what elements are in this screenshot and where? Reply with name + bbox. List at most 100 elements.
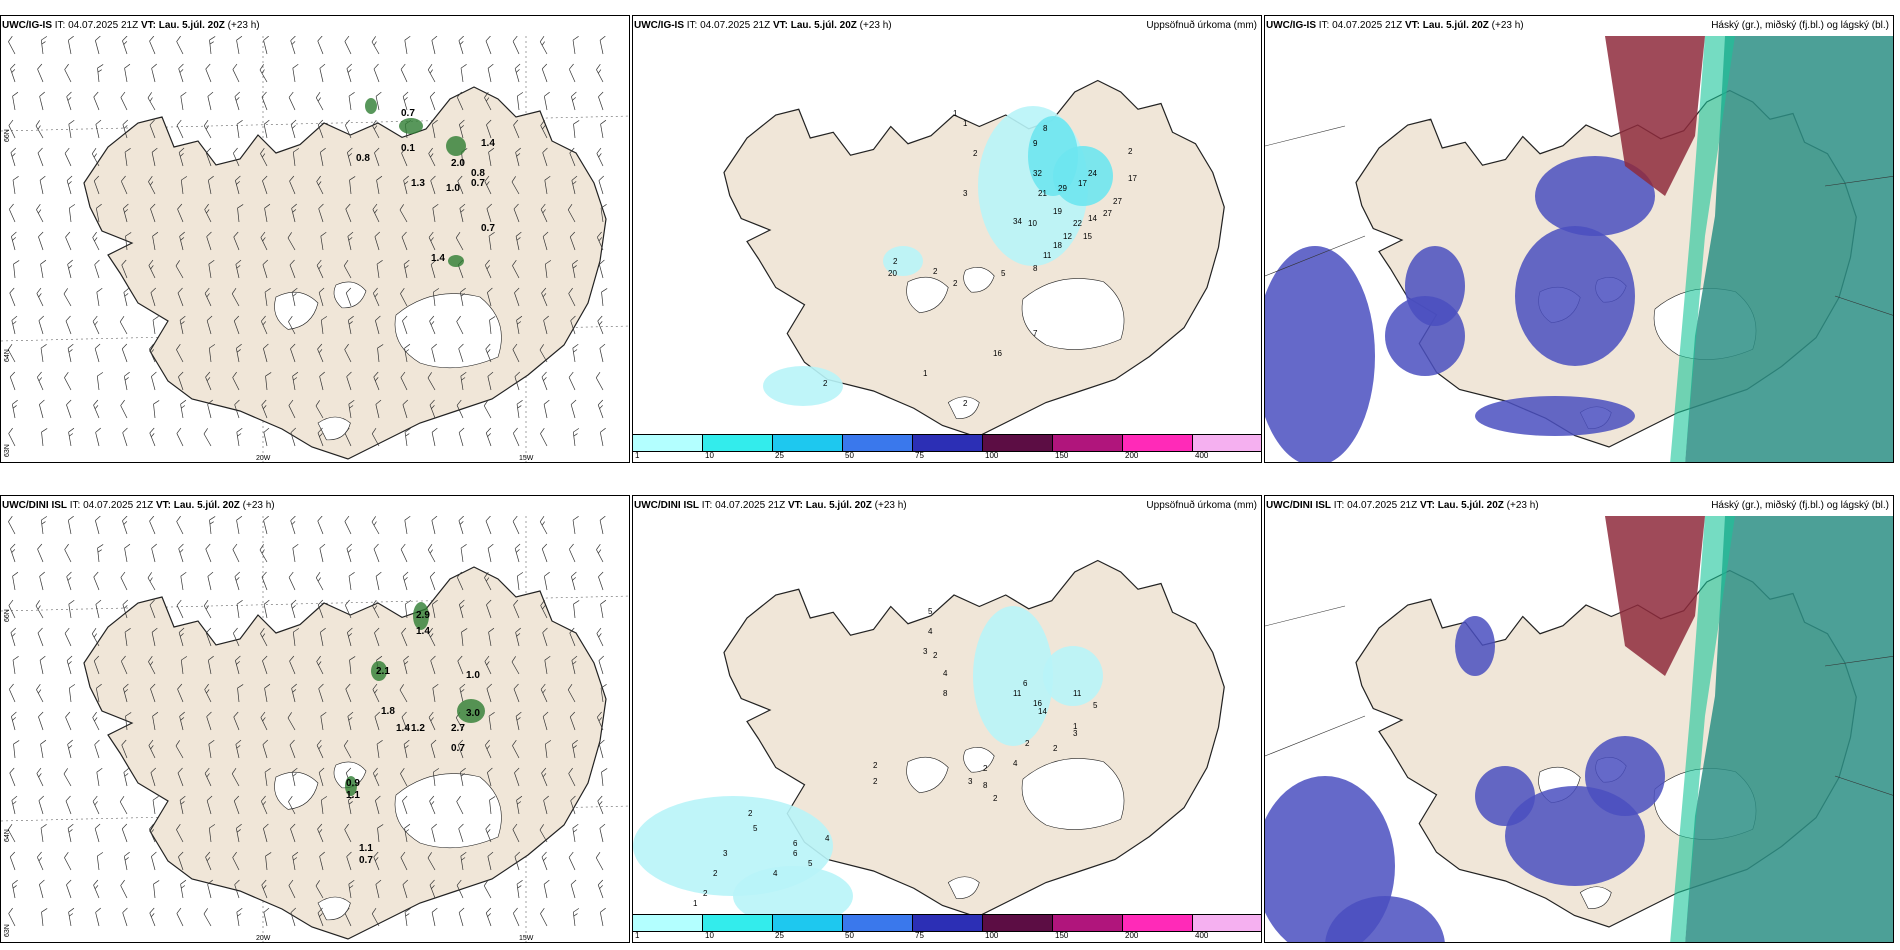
wind-barb — [122, 599, 129, 619]
wind-barb — [264, 203, 271, 223]
boundary-line — [1824, 175, 1893, 187]
wind-barb — [263, 907, 270, 927]
wind-barb — [40, 516, 48, 535]
wind-barb — [456, 315, 464, 335]
wind-barb — [176, 907, 184, 927]
wind-barb — [236, 36, 243, 55]
wind-barb — [203, 600, 212, 619]
wind-barb — [459, 599, 465, 619]
wind-barb — [63, 768, 72, 787]
value-label: 24 — [1088, 169, 1097, 178]
value-label: 2 — [1025, 739, 1030, 748]
wind-barb — [38, 711, 44, 731]
value-label: 18 — [1053, 241, 1062, 250]
wind-barb — [488, 627, 495, 647]
panel-cloud-dini: UWC/DINI ISL IT: 04.07.2025 21Z VT: Lau.… — [1264, 495, 1894, 943]
wind-barb — [317, 427, 324, 447]
wind-barb — [122, 427, 128, 447]
wind-barb — [68, 907, 75, 927]
value-label: 2 — [1053, 744, 1058, 753]
wind-barb — [13, 740, 20, 759]
wind-barb — [93, 571, 100, 591]
wind-barb — [36, 851, 44, 871]
wind-barb — [12, 656, 19, 675]
wind-barb — [572, 516, 579, 535]
wind-barb — [512, 343, 520, 363]
panel-header: UWC/DINI ISL IT: 04.07.2025 21Z VT: Lau.… — [634, 500, 1257, 511]
wind-barb — [347, 627, 353, 647]
wind-barb — [597, 399, 604, 419]
wind-barb — [567, 684, 576, 703]
wind-barb — [459, 683, 466, 703]
wind-barb — [484, 259, 492, 279]
wind-barb — [319, 851, 325, 871]
wind-barb — [234, 91, 241, 111]
value-label: 2 — [873, 777, 878, 786]
wind-barb — [317, 36, 324, 55]
wind-barb — [596, 711, 604, 731]
wind-barb — [430, 739, 437, 759]
wind-barb — [572, 36, 579, 55]
value-label: 20 — [888, 269, 897, 278]
wind-barb — [121, 739, 128, 759]
value-label: 1.4 — [481, 138, 495, 149]
wind-barb — [513, 683, 520, 703]
wind-barb — [427, 64, 436, 83]
wind-barb — [599, 907, 606, 927]
wind-barb — [147, 572, 156, 591]
wind-barb — [455, 232, 464, 251]
wind-barb — [68, 119, 75, 139]
wind-barb — [599, 739, 605, 759]
wind-barb — [38, 315, 45, 335]
wind-barb — [541, 767, 548, 787]
glacier — [1579, 886, 1612, 909]
wind-barb — [67, 36, 74, 55]
wind-barb — [288, 91, 296, 111]
colorbar-tick: 50 — [845, 931, 854, 940]
wind-barb — [264, 683, 271, 703]
wind-barb — [484, 175, 492, 195]
wind-barb — [539, 344, 548, 363]
wind-barb — [484, 571, 492, 591]
wind-barb — [431, 427, 438, 447]
wind-barb — [123, 287, 130, 307]
panel-title: Uppsöfnuð úrkoma (mm) — [1146, 20, 1257, 31]
wind-barb — [290, 343, 296, 363]
colorbar-swatch — [1053, 435, 1123, 451]
wind-barb — [598, 655, 605, 675]
wind-barb — [543, 571, 550, 591]
colorbar-swatch — [983, 435, 1053, 451]
wind-barb — [65, 795, 72, 815]
wind-barb — [8, 516, 16, 535]
colorbar-tick: 50 — [845, 451, 854, 460]
wind-barb — [315, 92, 324, 111]
colorbar-swatch — [773, 435, 843, 451]
wind-barb — [10, 63, 16, 83]
precip-area — [763, 366, 843, 406]
wind-barb — [374, 147, 380, 167]
glacier — [394, 773, 502, 849]
value-label: 3.0 — [466, 708, 480, 719]
wind-barb — [515, 627, 521, 647]
wind-barb — [458, 516, 465, 535]
wind-barb — [290, 823, 296, 843]
wind-barb — [429, 399, 436, 419]
wind-barb — [541, 287, 548, 307]
wind-barb — [9, 851, 16, 871]
wind-barb — [177, 203, 184, 223]
wind-barb — [541, 63, 548, 83]
wind-barb — [569, 627, 576, 647]
wind-barb — [347, 231, 354, 251]
wind-barb — [64, 147, 72, 167]
wind-barb — [288, 795, 296, 815]
wind-barb — [486, 683, 493, 703]
low-cloud — [1265, 246, 1375, 462]
colorbar-swatch — [633, 435, 703, 451]
glacier — [947, 396, 980, 419]
wind-barb — [150, 287, 157, 307]
wind-barb — [600, 599, 607, 619]
glacier — [963, 266, 995, 293]
wind-barb — [289, 739, 296, 759]
wind-barb — [486, 203, 493, 223]
